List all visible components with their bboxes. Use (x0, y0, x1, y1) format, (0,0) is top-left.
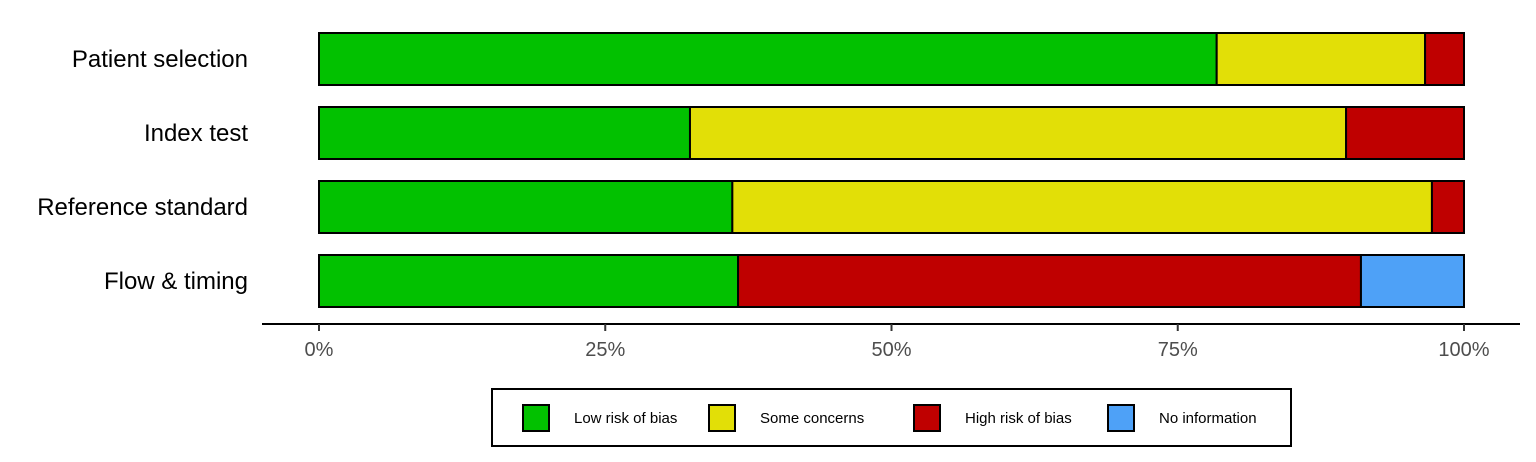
legend-label-high-risk-of-bias: High risk of bias (965, 410, 1072, 427)
legend-label-no-information: No information (1159, 410, 1257, 427)
bar-reference-standard-high-risk-of-bias (1430, 180, 1465, 234)
category-labels: Patient selection Index test Reference sta… (37, 46, 248, 295)
legend-swatch-high-risk-of-bias (913, 404, 941, 432)
category-label: Flow & timing (104, 268, 248, 295)
legend-box (491, 388, 1292, 447)
bars-group (318, 32, 1465, 308)
x-tick-label: 0% (305, 339, 334, 361)
x-axis-ticks: 0% 25% 50% 75% 100% (305, 324, 1490, 361)
category-label: Patient selection (72, 46, 248, 73)
x-tick-label: 25% (585, 339, 625, 361)
legend: Low risk of bias Some concerns High risk o… (491, 388, 1292, 447)
legend-swatch-some-concerns (708, 404, 736, 432)
bar-index-test-high-risk-of-bias (1345, 106, 1465, 160)
bar-index-test-low-risk-of-bias (318, 106, 691, 160)
bar-reference-standard-some-concerns (731, 180, 1433, 234)
category-label: Reference standard (37, 194, 248, 221)
bar-patient-selection-some-concerns (1215, 32, 1427, 86)
bar-patient-selection-high-risk-of-bias (1424, 32, 1465, 86)
bar-index-test-some-concerns (688, 106, 1348, 160)
bar-patient-selection-low-risk-of-bias (318, 32, 1218, 86)
bar-flow-timing-high-risk-of-bias (737, 254, 1362, 308)
legend-label-low-risk-of-bias: Low risk of bias (574, 410, 677, 427)
category-label: Index test (144, 120, 248, 147)
legend-swatch-low-risk-of-bias (522, 404, 550, 432)
legend-swatch-no-information (1107, 404, 1135, 432)
bar-flow-timing-low-risk-of-bias (318, 254, 740, 308)
bar-flow-timing-no-information (1359, 254, 1465, 308)
legend-label-some-concerns: Some concerns (760, 410, 864, 427)
x-tick-label: 100% (1438, 339, 1489, 361)
x-tick-label: 75% (1158, 339, 1198, 361)
x-tick-label: 50% (871, 339, 911, 361)
bar-reference-standard-low-risk-of-bias (318, 180, 734, 234)
